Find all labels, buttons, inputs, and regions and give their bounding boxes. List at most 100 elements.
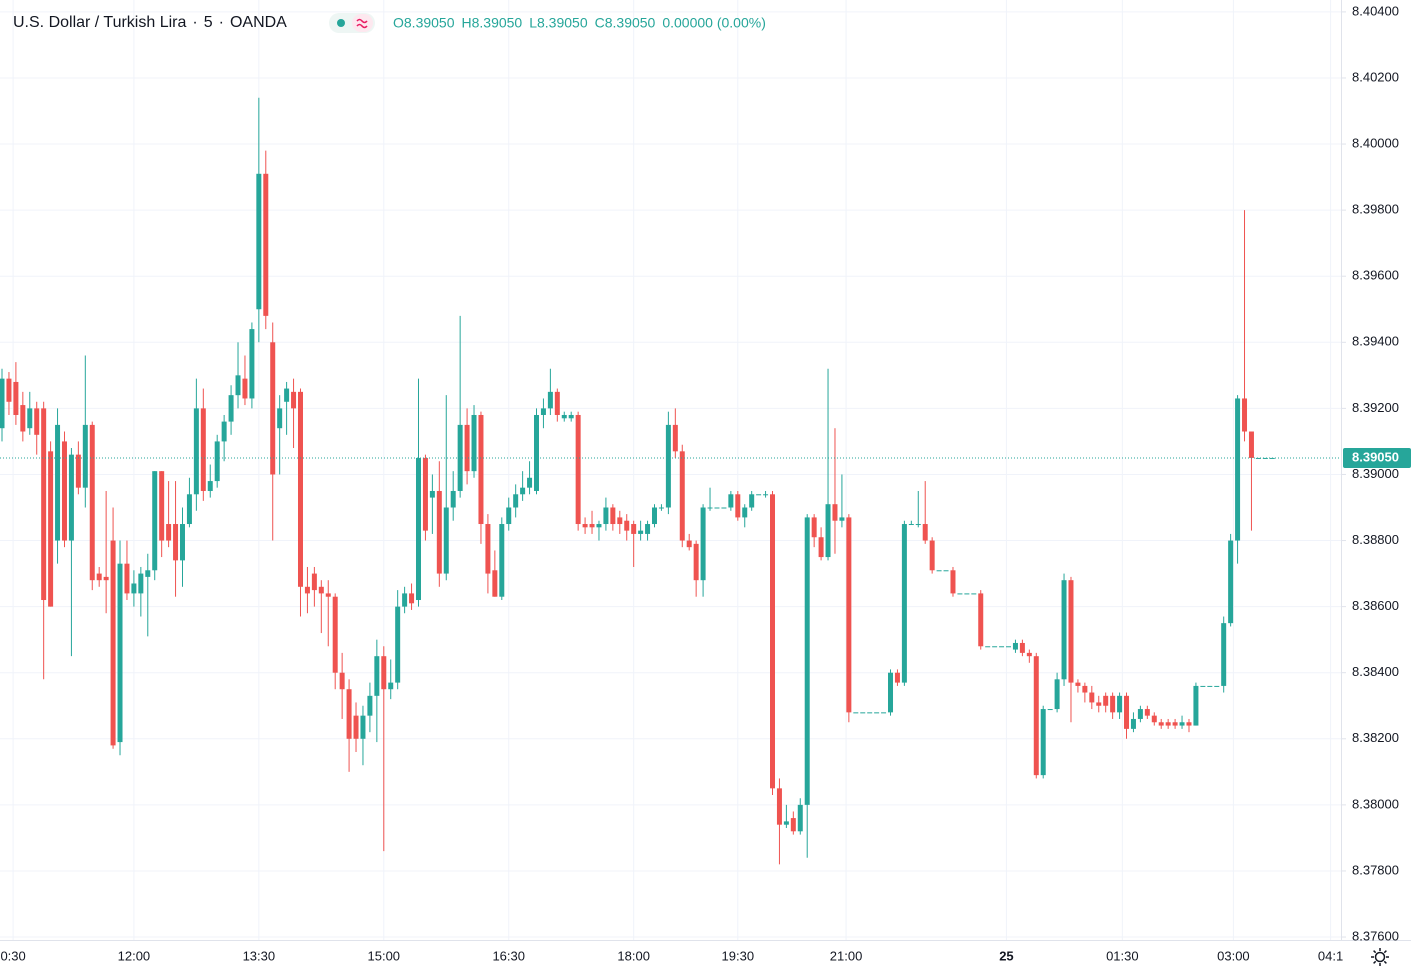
candle bbox=[1047, 709, 1053, 711]
candle-body bbox=[138, 573, 144, 594]
candle-body bbox=[631, 524, 637, 534]
candle bbox=[1019, 639, 1025, 657]
y-tick-label: 8.38800 bbox=[1352, 532, 1399, 547]
candle-body bbox=[749, 494, 755, 508]
ohlc-readout: O8.39050 H8.39050 L8.39050 C8.39050 0.00000 … bbox=[393, 15, 766, 31]
candle-body bbox=[311, 573, 317, 591]
candle bbox=[679, 444, 685, 548]
source: OANDA bbox=[230, 14, 287, 31]
candle bbox=[55, 408, 61, 564]
candle bbox=[1144, 705, 1150, 719]
candle bbox=[901, 520, 907, 686]
candle bbox=[527, 461, 533, 495]
candle-body bbox=[1033, 656, 1039, 776]
y-tick-label: 8.40000 bbox=[1352, 135, 1399, 150]
candle-body bbox=[1040, 709, 1046, 776]
candle-body bbox=[388, 682, 394, 690]
candle bbox=[20, 391, 26, 442]
candle bbox=[96, 566, 102, 587]
candle bbox=[450, 471, 456, 521]
candle-body bbox=[304, 586, 310, 594]
candle bbox=[471, 405, 477, 478]
candle bbox=[943, 570, 949, 572]
candle bbox=[554, 388, 560, 422]
candle bbox=[1165, 718, 1171, 729]
candle-body bbox=[888, 672, 894, 713]
candle-body bbox=[978, 593, 984, 647]
candle bbox=[1124, 692, 1130, 739]
candle-body bbox=[804, 517, 810, 805]
candle bbox=[645, 520, 651, 541]
candle bbox=[103, 490, 109, 614]
candle-body bbox=[1026, 652, 1032, 657]
candle-body bbox=[867, 712, 873, 714]
candle-body bbox=[1144, 709, 1150, 716]
candle bbox=[402, 586, 408, 614]
settings-button[interactable] bbox=[1371, 948, 1389, 966]
candle bbox=[360, 705, 366, 766]
candle-body bbox=[395, 606, 401, 683]
candle bbox=[117, 540, 123, 756]
separator: · bbox=[192, 14, 197, 31]
candle-body bbox=[714, 507, 720, 509]
candle bbox=[922, 481, 928, 544]
candle bbox=[1075, 679, 1081, 693]
candle bbox=[894, 669, 900, 686]
candle bbox=[110, 507, 116, 749]
gear-teeth[interactable] bbox=[1371, 948, 1389, 966]
candle bbox=[179, 507, 185, 587]
candle bbox=[735, 490, 741, 521]
candle bbox=[409, 583, 415, 610]
candle bbox=[533, 408, 539, 495]
candle bbox=[13, 362, 19, 425]
candle-body bbox=[561, 414, 567, 419]
candle bbox=[818, 527, 824, 561]
candle-body bbox=[943, 570, 949, 572]
candle-body bbox=[429, 490, 435, 498]
candle bbox=[159, 471, 165, 558]
candle bbox=[131, 570, 137, 607]
candle-body bbox=[1117, 695, 1123, 713]
candle-body bbox=[1137, 709, 1143, 719]
candle bbox=[277, 395, 283, 475]
candle-body bbox=[6, 378, 12, 402]
x-tick-label: 12:00 bbox=[118, 948, 151, 963]
candle bbox=[48, 441, 54, 607]
candle-body bbox=[228, 395, 234, 422]
candle-body bbox=[82, 424, 88, 488]
x-tick-label: 04:1 bbox=[1318, 948, 1343, 963]
candle bbox=[520, 471, 526, 501]
candle-body bbox=[665, 424, 671, 508]
candle bbox=[561, 411, 567, 422]
candle-body bbox=[436, 490, 442, 574]
candle-body bbox=[27, 408, 33, 429]
candle bbox=[443, 395, 449, 581]
gear-icon[interactable] bbox=[1374, 951, 1386, 963]
candle bbox=[957, 593, 963, 595]
candle-body bbox=[61, 441, 67, 541]
candle-body bbox=[1061, 580, 1067, 680]
candle-body bbox=[1082, 685, 1088, 693]
candle bbox=[1172, 718, 1178, 729]
candle-body bbox=[971, 593, 977, 595]
candle-body bbox=[422, 457, 428, 531]
candle-body bbox=[790, 818, 796, 832]
candle bbox=[770, 490, 776, 795]
candle bbox=[950, 566, 956, 597]
candle bbox=[999, 646, 1005, 648]
y-tick-label: 8.39400 bbox=[1352, 334, 1399, 349]
candle bbox=[936, 570, 942, 572]
candle-body bbox=[193, 408, 199, 495]
candle bbox=[138, 566, 144, 617]
candle-body bbox=[700, 507, 706, 581]
candle-body bbox=[540, 408, 546, 415]
candle-body bbox=[221, 421, 227, 442]
candle bbox=[707, 487, 713, 511]
y-tick-label: 8.38400 bbox=[1352, 664, 1399, 679]
candle bbox=[311, 566, 317, 607]
candle bbox=[603, 497, 609, 531]
candle bbox=[1117, 692, 1123, 719]
candle-body bbox=[13, 381, 19, 415]
candle bbox=[1068, 576, 1074, 723]
